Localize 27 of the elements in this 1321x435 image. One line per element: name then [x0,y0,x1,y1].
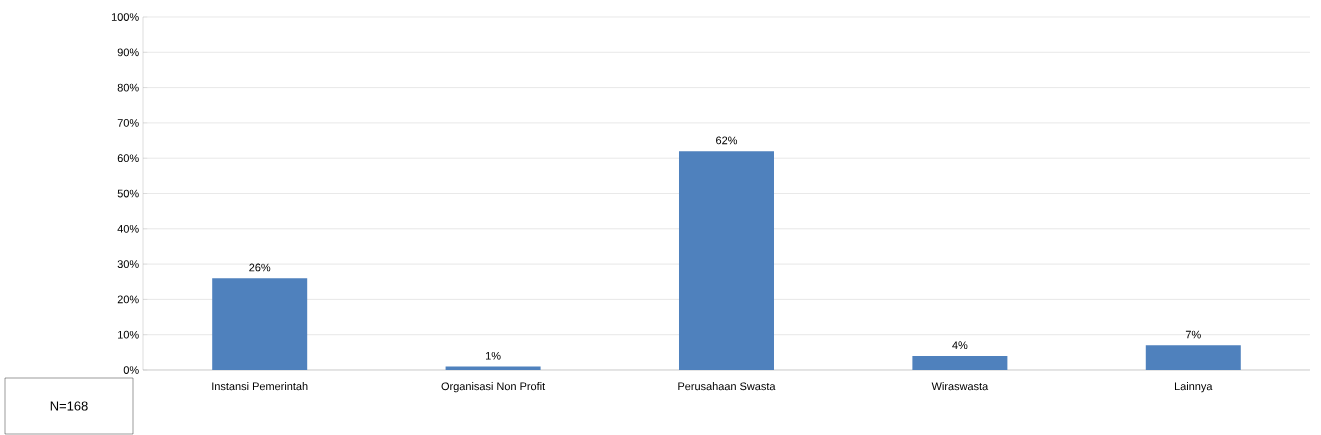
bar [1145,345,1241,370]
data-label: 62% [716,136,738,145]
y-tick-label: 10% [118,330,139,339]
data-label: 26% [249,263,271,272]
y-tick-label: 80% [117,83,139,92]
data-label: 7% [1185,330,1201,339]
x-tick-label: Organisasi Non Profit [441,382,546,393]
data-label: 1% [486,351,501,360]
y-tick-label: 60% [117,154,139,163]
y-tick-label: 40% [117,224,139,233]
y-tick-label: 30% [117,260,139,268]
bar [212,278,308,370]
x-tick-label: Perusahaan Swasta [678,382,776,391]
bar [678,151,774,370]
x-tick-label: Wiraswasta [931,382,989,391]
text: N=168 [50,401,88,411]
y-tick-label: 70% [117,119,139,127]
y-tick-label: 100% [111,13,139,21]
y-tick-label: 90% [117,48,139,57]
bar [445,366,541,370]
x-tick-label: Lainnya [1175,382,1213,393]
data-label: 4% [952,341,968,350]
x-tick-label: Instansi Pemerintah [212,382,308,391]
bar [912,355,1008,370]
y-tick-label: 50% [117,189,139,198]
y-tick-label: 0% [123,366,139,374]
y-tick-label: 20% [117,295,139,304]
